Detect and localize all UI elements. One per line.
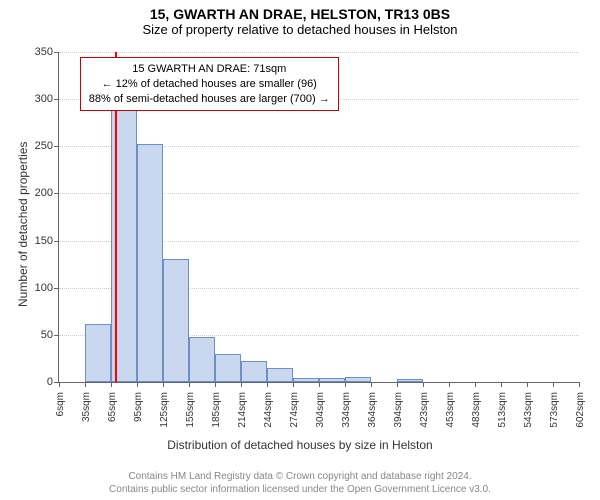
x-tick-label: 35sqm [81, 388, 92, 422]
y-tick-mark [54, 99, 59, 100]
x-tick-mark [345, 382, 346, 387]
x-tick-mark [85, 382, 86, 387]
x-tick-label: 125sqm [159, 388, 170, 428]
x-tick-mark [59, 382, 60, 387]
chart-plot-area: 0501001502002503003506sqm35sqm65sqm95sqm… [58, 52, 579, 383]
x-tick-label: 483sqm [471, 388, 482, 428]
annotation-line: 15 GWARTH AN DRAE: 71sqm [89, 62, 330, 77]
x-tick-label: 185sqm [211, 388, 222, 428]
x-tick-label: 423sqm [419, 388, 430, 428]
x-tick-mark [293, 382, 294, 387]
x-tick-mark [215, 382, 216, 387]
x-tick-label: 274sqm [289, 388, 300, 428]
x-tick-mark [475, 382, 476, 387]
x-tick-label: 364sqm [367, 388, 378, 428]
page-title: 15, GWARTH AN DRAE, HELSTON, TR13 0BS [0, 0, 600, 22]
y-axis-label: Number of detached properties [16, 142, 30, 307]
x-tick-mark [137, 382, 138, 387]
x-tick-label: 394sqm [393, 388, 404, 428]
x-tick-label: 95sqm [133, 388, 144, 422]
x-tick-label: 573sqm [549, 388, 560, 428]
y-tick-mark [54, 241, 59, 242]
histogram-bar [137, 144, 162, 382]
x-tick-mark [449, 382, 450, 387]
histogram-bar [241, 361, 266, 382]
histogram-bar [293, 378, 318, 382]
histogram-bar [397, 379, 422, 382]
x-tick-mark [423, 382, 424, 387]
x-tick-mark [501, 382, 502, 387]
y-tick-mark [54, 335, 59, 336]
histogram-bar [215, 354, 240, 382]
x-tick-label: 214sqm [237, 388, 248, 428]
x-tick-mark [397, 382, 398, 387]
annotation-box: 15 GWARTH AN DRAE: 71sqm← 12% of detache… [80, 57, 339, 112]
x-tick-mark [319, 382, 320, 387]
x-tick-label: 244sqm [263, 388, 274, 428]
page-subtitle: Size of property relative to detached ho… [0, 22, 600, 39]
x-tick-label: 304sqm [315, 388, 326, 428]
histogram-bar [267, 368, 292, 382]
histogram-bar [319, 378, 344, 382]
y-tick-mark [54, 146, 59, 147]
histogram-bar [345, 377, 370, 382]
footer-text: Contains HM Land Registry data © Crown c… [0, 470, 600, 496]
x-tick-label: 513sqm [497, 388, 508, 428]
x-axis-label: Distribution of detached houses by size … [0, 438, 600, 452]
x-tick-mark [371, 382, 372, 387]
footer-line-2: Contains public sector information licen… [0, 483, 600, 496]
x-tick-label: 6sqm [55, 388, 66, 416]
x-tick-mark [189, 382, 190, 387]
annotation-line: ← 12% of detached houses are smaller (96… [89, 77, 330, 92]
footer-line-1: Contains HM Land Registry data © Crown c… [0, 470, 600, 483]
x-tick-mark [267, 382, 268, 387]
x-tick-mark [111, 382, 112, 387]
annotation-line: 88% of semi-detached houses are larger (… [89, 92, 330, 107]
gridline [59, 52, 579, 53]
x-tick-mark [553, 382, 554, 387]
x-tick-label: 334sqm [341, 388, 352, 428]
y-tick-mark [54, 52, 59, 53]
x-tick-mark [527, 382, 528, 387]
histogram-bar [189, 337, 214, 382]
x-tick-label: 155sqm [185, 388, 196, 428]
x-tick-mark [241, 382, 242, 387]
x-tick-label: 65sqm [107, 388, 118, 422]
y-tick-mark [54, 288, 59, 289]
x-tick-label: 453sqm [445, 388, 456, 428]
y-tick-mark [54, 193, 59, 194]
x-tick-label: 543sqm [523, 388, 534, 428]
histogram-bar [85, 324, 110, 382]
x-tick-mark [163, 382, 164, 387]
histogram-bar [163, 259, 188, 382]
x-tick-label: 602sqm [575, 388, 586, 428]
x-tick-mark [579, 382, 580, 387]
